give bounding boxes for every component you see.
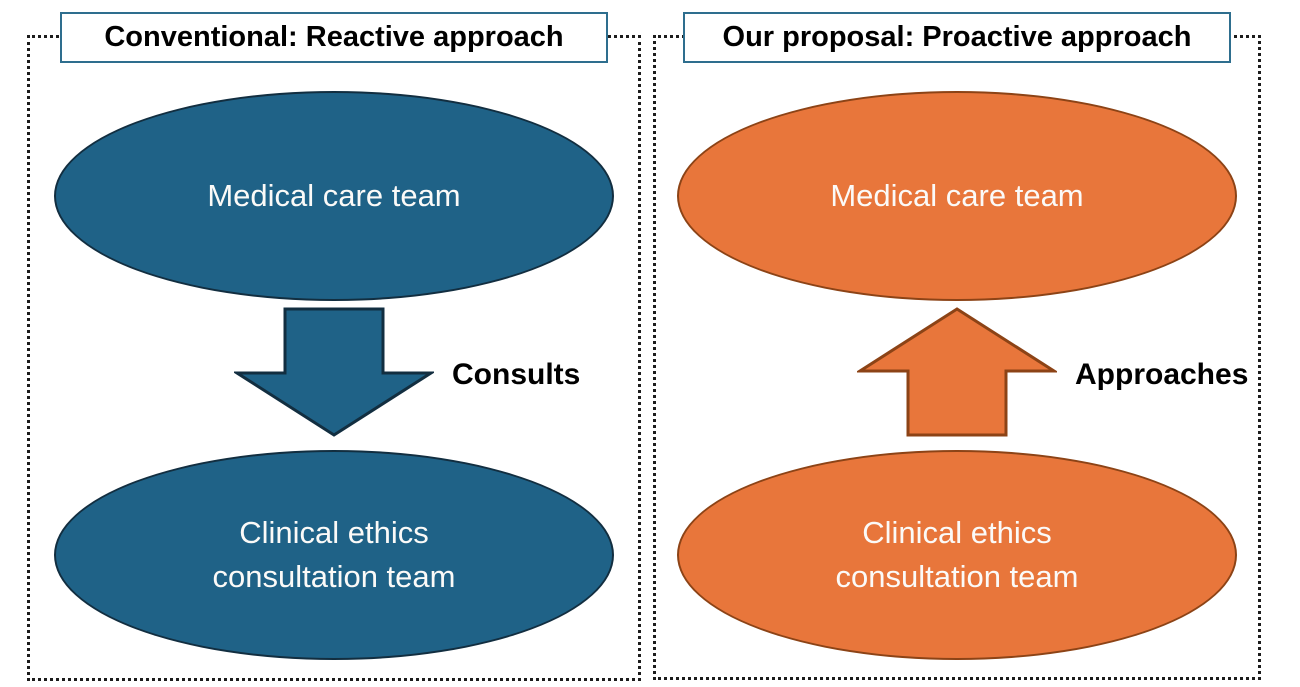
ellipse-label: Medical care team: [830, 178, 1084, 213]
panel-title-conventional: Conventional: Reactive approach: [60, 12, 608, 63]
panel-proposal: Our proposal: Proactive approach Medical…: [653, 12, 1261, 680]
ellipse-label-line2: consultation team: [212, 559, 456, 594]
ellipse-label-line1: Clinical ethics: [239, 515, 429, 550]
ellipse-medical-care-team-proposal: Medical care team: [677, 91, 1237, 301]
consults-label: Consults: [452, 358, 581, 391]
up-arrow-icon: [857, 307, 1057, 437]
approaches-label: Approaches: [1075, 358, 1249, 391]
panel-title-proposal-text: Our proposal: Proactive approach: [722, 21, 1192, 53]
panel-conventional: Conventional: Reactive approach Medical …: [27, 12, 641, 681]
panel-title-conventional-text: Conventional: Reactive approach: [104, 21, 564, 53]
down-arrow-icon: [234, 307, 434, 437]
panel-title-proposal: Our proposal: Proactive approach: [683, 12, 1231, 63]
ellipse-clinical-ethics-team-conventional: Clinical ethics consultation team: [54, 450, 614, 660]
ellipse-label-line1: Clinical ethics: [862, 515, 1052, 550]
ellipse-label-line2: consultation team: [835, 559, 1079, 594]
ellipse-clinical-ethics-team-proposal: Clinical ethics consultation team: [677, 450, 1237, 660]
ellipse-label: Medical care team: [207, 178, 461, 213]
ellipse-medical-care-team-conventional: Medical care team: [54, 91, 614, 301]
